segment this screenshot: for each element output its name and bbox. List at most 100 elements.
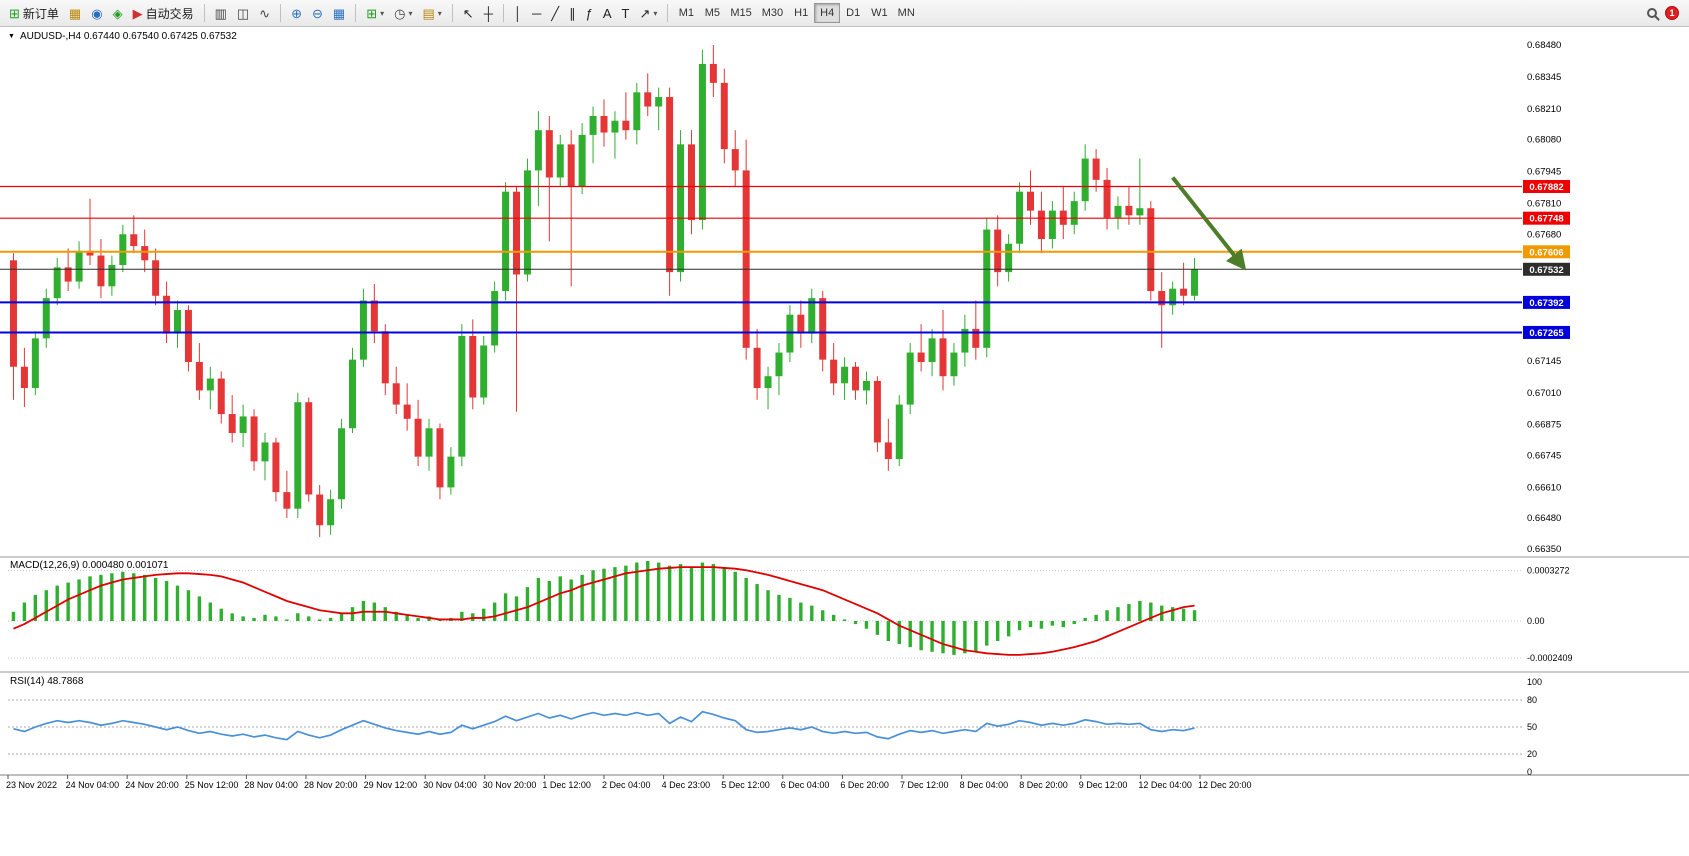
new-order-label: 新订单 bbox=[22, 6, 59, 21]
arrows-button[interactable]: ↗ ▾ bbox=[634, 2, 662, 24]
timeframe-h1-button[interactable]: H1 bbox=[788, 3, 814, 23]
timeframe-m30-button[interactable]: M30 bbox=[757, 3, 788, 23]
candlesticks bbox=[9, 45, 1199, 538]
toolbar-separator bbox=[280, 4, 282, 22]
svg-text:0: 0 bbox=[1527, 767, 1532, 777]
svg-text:0.67010: 0.67010 bbox=[1527, 388, 1561, 399]
price-axis: 0.68480 0.68345 0.68210 0.68080 0.67945 0.678… bbox=[1527, 40, 1561, 555]
cursor-button[interactable]: ↖ bbox=[458, 2, 479, 24]
svg-text:50: 50 bbox=[1527, 722, 1537, 732]
svg-text:24 Nov 20:00: 24 Nov 20:00 bbox=[125, 780, 179, 790]
fibonacci-button[interactable]: ƒ bbox=[581, 2, 598, 24]
zoom-out-button[interactable]: ⊖ bbox=[307, 2, 328, 24]
toolbar-separator bbox=[203, 4, 205, 22]
profile-icon: ◉ bbox=[91, 5, 103, 21]
toolbar-right: 1 bbox=[1647, 6, 1685, 20]
svg-text:20: 20 bbox=[1527, 749, 1537, 759]
svg-text:0.67532: 0.67532 bbox=[1529, 265, 1563, 276]
caret-down-icon: ▾ bbox=[408, 8, 413, 18]
chart-title: ▼ AUDUSD-,H4 0.67440 0.67540 0.67425 0.6… bbox=[8, 31, 237, 42]
rsi-line bbox=[13, 710, 1195, 741]
zoom-in-icon: ⊕ bbox=[291, 5, 302, 21]
trend-line-button[interactable]: ╱ bbox=[546, 2, 564, 24]
text-label-button[interactable]: T bbox=[616, 2, 634, 24]
zoom-in-button[interactable]: ⊕ bbox=[286, 2, 307, 24]
horizontal-line-button[interactable]: ─ bbox=[527, 2, 546, 24]
svg-text:12 Dec 04:00: 12 Dec 04:00 bbox=[1138, 780, 1192, 790]
svg-text:4 Dec 23:00: 4 Dec 23:00 bbox=[662, 780, 711, 790]
rsi-pane: 100 80 50 20 0 bbox=[8, 677, 1542, 777]
toolbar-buttons: ⊞ 新订单 ▦ ◉ ◈ ▶ 自动交易 ▥ ◫ ∿ ⊕ ⊖ ▦ ⊞ ▾ ◷ ▾ ▤ ▾ ↖ ┼ │ ─ ╱ ∥ ƒ A T ↗ ▾ M1 M5 M… bbox=[4, 2, 920, 24]
svg-text:0.00: 0.00 bbox=[1527, 616, 1545, 626]
svg-text:0.67748: 0.67748 bbox=[1529, 214, 1563, 225]
market-watch-button[interactable]: ◈ bbox=[108, 2, 128, 24]
down-trend-arrow[interactable] bbox=[1171, 176, 1247, 271]
svg-text:0.67265: 0.67265 bbox=[1529, 328, 1564, 339]
rsi-indicator-label: RSI(14) 48.7868 bbox=[10, 676, 84, 687]
crosshair-button[interactable]: ┼ bbox=[479, 2, 498, 24]
svg-text:0.68080: 0.68080 bbox=[1527, 135, 1561, 146]
macd-signal-line bbox=[13, 566, 1195, 656]
tile-windows-icon: ▦ bbox=[332, 5, 346, 21]
price-badge bbox=[1523, 295, 1570, 309]
periods-button[interactable]: ◷ ▾ bbox=[389, 2, 417, 24]
toolbar-separator bbox=[502, 4, 504, 22]
collapse-triangle-icon[interactable]: ▼ bbox=[8, 33, 15, 40]
notification-badge[interactable]: 1 bbox=[1665, 6, 1679, 20]
vertical-line-icon: │ bbox=[513, 5, 523, 21]
timeframe-m1-button[interactable]: M1 bbox=[673, 3, 699, 23]
auto-trading-button[interactable]: ▶ 自动交易 bbox=[128, 2, 199, 24]
channel-button[interactable]: ∥ bbox=[564, 2, 581, 24]
svg-text:0.66610: 0.66610 bbox=[1527, 482, 1561, 493]
svg-text:12 Dec 20:00: 12 Dec 20:00 bbox=[1198, 780, 1252, 790]
svg-text:0.68210: 0.68210 bbox=[1527, 104, 1561, 115]
caret-down-icon: ▾ bbox=[437, 8, 442, 18]
search-icon[interactable] bbox=[1647, 8, 1657, 18]
auto-trading-icon: ▶ bbox=[132, 5, 143, 21]
time-axis: 23 Nov 2022 24 Nov 04:00 24 Nov 20:00 25 No… bbox=[6, 775, 1252, 790]
chart-canvas[interactable]: 0.684800.683450.682100.680800.679450.678… bbox=[0, 27, 1689, 856]
toolbar: ⊞ 新订单 ▦ ◉ ◈ ▶ 自动交易 ▥ ◫ ∿ ⊕ ⊖ ▦ ⊞ ▾ ◷ ▾ ▤ ▾ ↖ ┼ │ ─ ╱ ∥ ƒ A T ↗ ▾ M1 M5 M… bbox=[0, 0, 1689, 27]
templates-icon: ▤ bbox=[422, 5, 435, 21]
svg-text:0.67945: 0.67945 bbox=[1527, 167, 1561, 178]
chart-window-button[interactable]: ▦ bbox=[64, 2, 86, 24]
crosshair-icon: ┼ bbox=[483, 5, 493, 21]
bar-chart-button[interactable]: ▥ bbox=[210, 2, 232, 24]
new-order-icon: ⊞ bbox=[9, 5, 20, 21]
svg-text:0.66480: 0.66480 bbox=[1527, 513, 1561, 524]
text-button[interactable]: A bbox=[598, 2, 617, 24]
indicators-icon: ⊞ bbox=[366, 5, 378, 21]
candlestick-chart-button[interactable]: ◫ bbox=[232, 2, 254, 24]
new-order-button[interactable]: ⊞ 新订单 bbox=[4, 2, 64, 24]
tile-windows-button[interactable]: ▦ bbox=[328, 2, 350, 24]
svg-text:30 Nov 20:00: 30 Nov 20:00 bbox=[483, 780, 537, 790]
svg-text:0.66875: 0.66875 bbox=[1527, 420, 1561, 431]
periods-icon: ◷ bbox=[394, 5, 406, 21]
svg-text:2 Dec 04:00: 2 Dec 04:00 bbox=[602, 780, 651, 790]
svg-text:30 Nov 04:00: 30 Nov 04:00 bbox=[423, 780, 477, 790]
svg-text:0.67810: 0.67810 bbox=[1527, 199, 1561, 210]
horizontal-level-lines[interactable]: 0.67882 0.67748 0.67606 0.67532 0.67392 0.672… bbox=[0, 179, 1570, 339]
price-badge bbox=[1523, 179, 1570, 193]
timeframe-m5-button[interactable]: M5 bbox=[699, 3, 725, 23]
svg-text:0.68480: 0.68480 bbox=[1527, 40, 1561, 51]
profile-button[interactable]: ◉ bbox=[86, 2, 107, 24]
svg-text:5 Dec 12:00: 5 Dec 12:00 bbox=[721, 780, 770, 790]
indicators-button[interactable]: ⊞ ▾ bbox=[361, 2, 389, 24]
timeframe-w1-button[interactable]: W1 bbox=[866, 3, 893, 23]
svg-text:0.66745: 0.66745 bbox=[1527, 450, 1561, 461]
trend-line-icon: ╱ bbox=[551, 5, 560, 21]
timeframe-mn-button[interactable]: MN bbox=[893, 3, 920, 23]
toolbar-separator bbox=[667, 4, 669, 22]
svg-text:0.67145: 0.67145 bbox=[1527, 356, 1561, 367]
line-chart-button[interactable]: ∿ bbox=[254, 2, 275, 24]
svg-text:8 Dec 04:00: 8 Dec 04:00 bbox=[960, 780, 1009, 790]
timeframe-d1-button[interactable]: D1 bbox=[840, 3, 866, 23]
text-icon: A bbox=[602, 5, 612, 21]
vertical-line-button[interactable]: │ bbox=[509, 2, 527, 24]
timeframe-h4-button[interactable]: H4 bbox=[814, 3, 841, 23]
svg-text:9 Dec 12:00: 9 Dec 12:00 bbox=[1079, 780, 1128, 790]
timeframe-m15-button[interactable]: M15 bbox=[725, 3, 756, 23]
templates-button[interactable]: ▤ ▾ bbox=[417, 2, 446, 24]
